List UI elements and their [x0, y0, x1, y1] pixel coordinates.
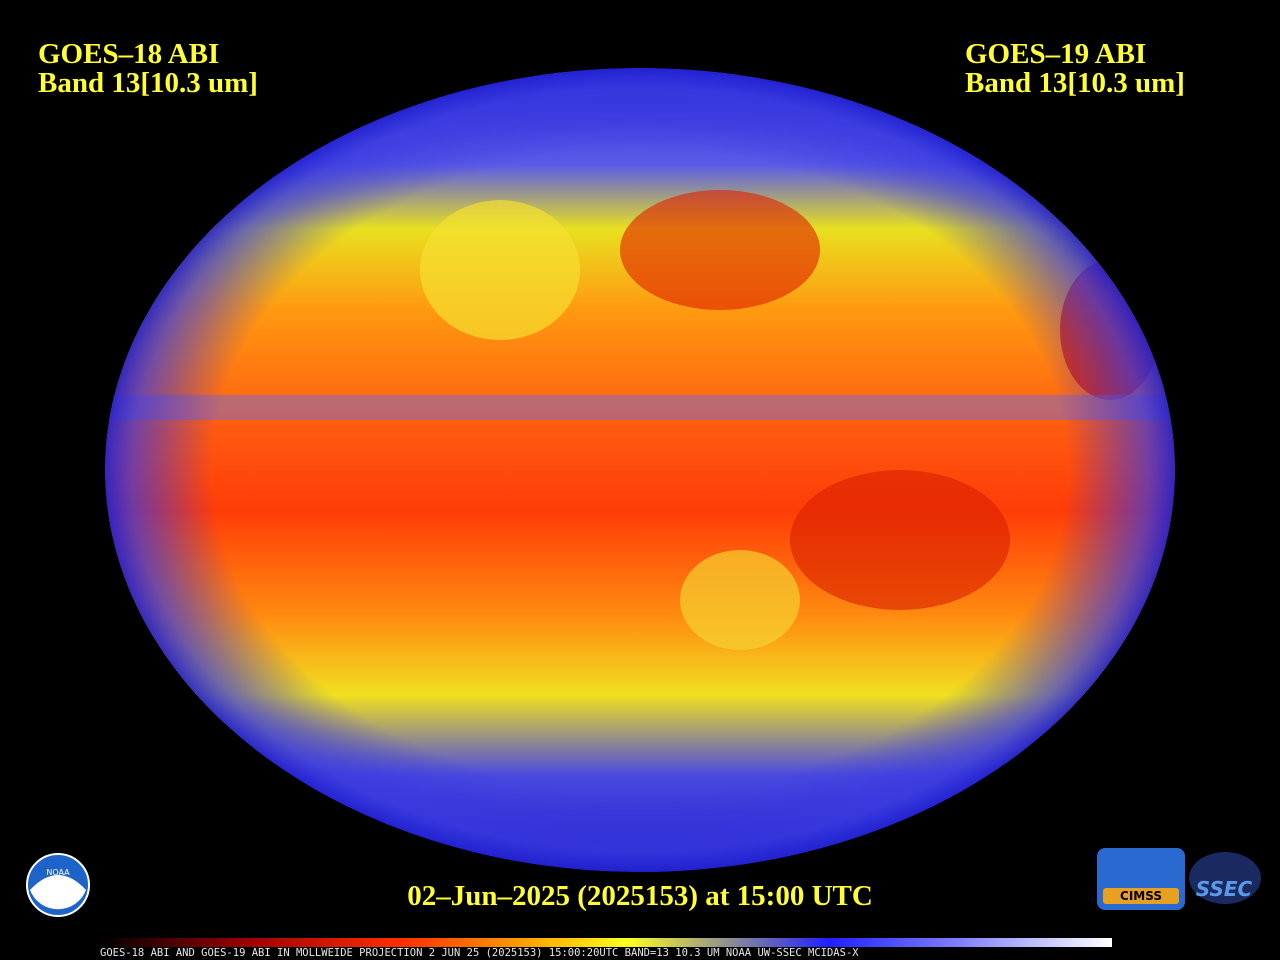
header-left-line1: GOES–18 ABI [38, 38, 219, 70]
header-left-line2: Band 13[10.3 um] [38, 67, 258, 99]
caption: GOES-18 ABI AND GOES-19 ABI IN MOLLWEIDE… [100, 947, 859, 959]
header-right-line2: Band 13[10.3 um] [965, 67, 1185, 99]
noaa-logo: NOAA [26, 853, 90, 917]
noaa-text: NOAA [46, 868, 70, 877]
timestamp: 02–Jun–2025 (2025153) at 15:00 UTC [407, 880, 873, 912]
color-bar [100, 938, 1112, 947]
ssec-logo: SSEC [1189, 852, 1261, 904]
earth-disk [105, 68, 1175, 872]
ssec-text: SSEC [1196, 877, 1253, 901]
cimss-logo: CIMSS [1097, 848, 1185, 910]
header-right-line1: GOES–19 ABI [965, 38, 1146, 70]
cimss-text: CIMSS [1120, 889, 1162, 903]
